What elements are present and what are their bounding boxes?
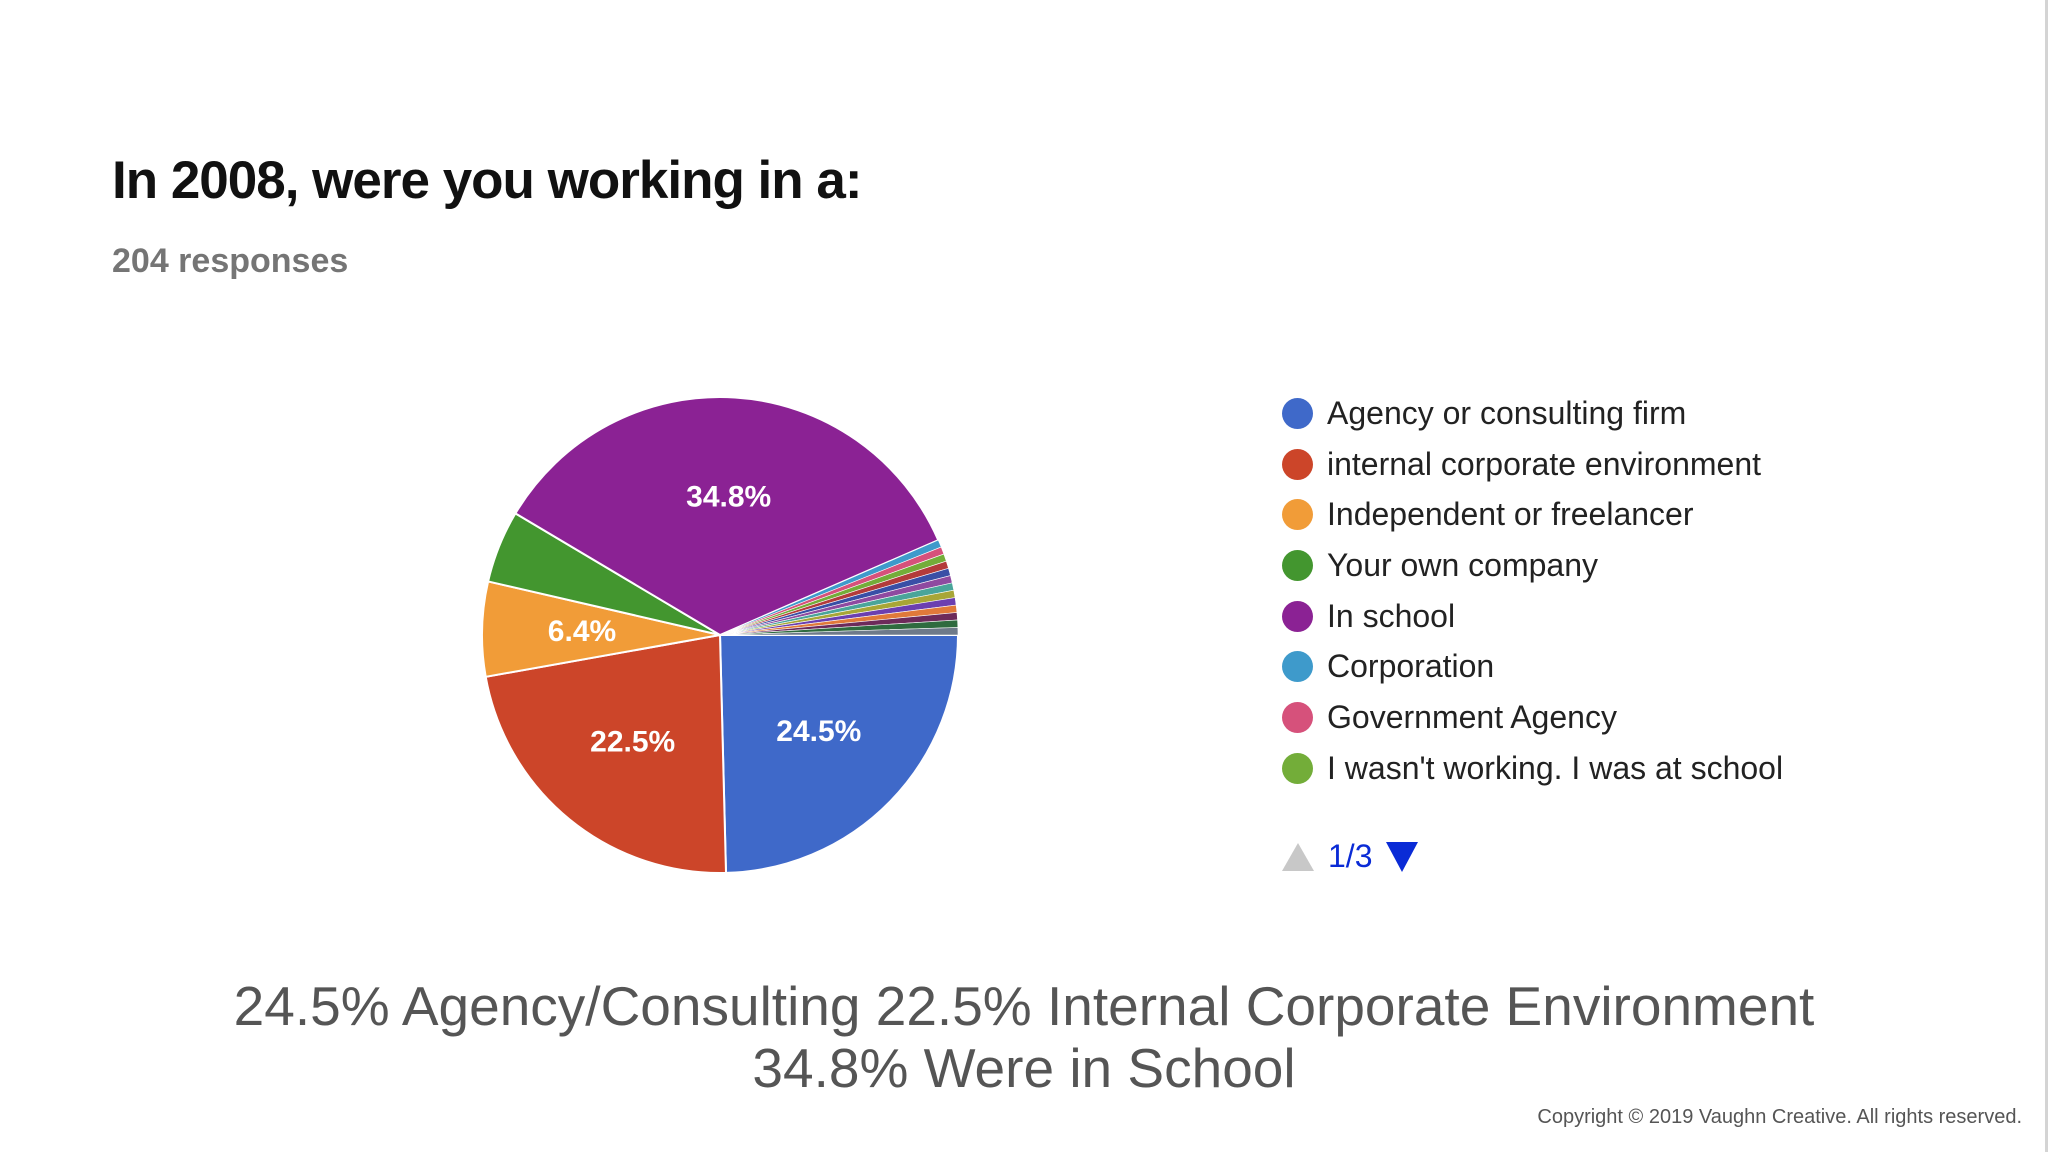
legend-label: Government Agency xyxy=(1327,698,1617,735)
legend-prev-icon[interactable] xyxy=(1282,842,1314,871)
legend-swatch xyxy=(1282,448,1313,480)
legend-swatch xyxy=(1282,651,1313,683)
legend-label: internal corporate environment xyxy=(1327,445,1762,482)
legend-label: Your own company xyxy=(1327,546,1598,583)
legend-item: Government Agency xyxy=(1282,692,1783,743)
legend-swatch xyxy=(1282,549,1313,581)
legend-page-indicator: 1/3 xyxy=(1328,838,1373,874)
legend-item: Your own company xyxy=(1282,540,1783,591)
caption-line-2: 34.8% Were in School xyxy=(752,1037,1296,1099)
legend-item: In school xyxy=(1282,591,1783,642)
legend-item: I wasn't working. I was at school xyxy=(1282,743,1783,794)
response-count: 204 responses xyxy=(112,242,349,280)
pie-slice-label: 22.5% xyxy=(590,725,675,758)
legend-item: internal corporate environment xyxy=(1282,439,1783,490)
pie-slice xyxy=(484,633,728,874)
legend-label: Agency or consulting firm xyxy=(1327,394,1687,431)
pie-slice-label: 6.4% xyxy=(548,615,616,648)
pie-slice xyxy=(514,396,940,637)
legend-item: Independent or freelancer xyxy=(1282,489,1783,540)
legend-label: In school xyxy=(1327,597,1456,634)
legend-item: Agency or consulting firm xyxy=(1282,388,1783,439)
pie-slice-label: 24.5% xyxy=(776,715,861,748)
right-edge-border xyxy=(2045,0,2048,1152)
slide-caption: 24.5% Agency/Consulting 22.5% Internal C… xyxy=(0,975,2048,1099)
legend-pager: 1/3 xyxy=(1282,838,1419,875)
copyright-notice: Copyright © 2019 Vaughn Creative. All ri… xyxy=(1537,1106,2022,1128)
legend-swatch xyxy=(1282,397,1313,429)
chart-legend: Agency or consulting firm internal corpor… xyxy=(1282,388,1783,794)
legend-item: Corporation xyxy=(1282,641,1783,692)
pie-slice-label: 34.8% xyxy=(686,481,771,514)
legend-swatch xyxy=(1282,752,1313,784)
legend-swatch xyxy=(1282,701,1313,733)
legend-swatch xyxy=(1282,499,1313,531)
legend-swatch xyxy=(1282,600,1313,632)
legend-next-icon[interactable] xyxy=(1386,841,1419,872)
legend-label: I wasn't working. I was at school xyxy=(1327,749,1784,786)
legend-label: Corporation xyxy=(1327,648,1495,685)
chart-title: In 2008, were you working in a: xyxy=(112,151,863,210)
pie-slice xyxy=(719,627,959,636)
pie-slice xyxy=(718,634,960,874)
pie-chart: 24.5% 22.5% 6.4% 34.8% xyxy=(481,396,960,874)
caption-line-1: 24.5% Agency/Consulting 22.5% Internal C… xyxy=(233,975,1815,1037)
legend-label: Independent or freelancer xyxy=(1327,496,1694,533)
